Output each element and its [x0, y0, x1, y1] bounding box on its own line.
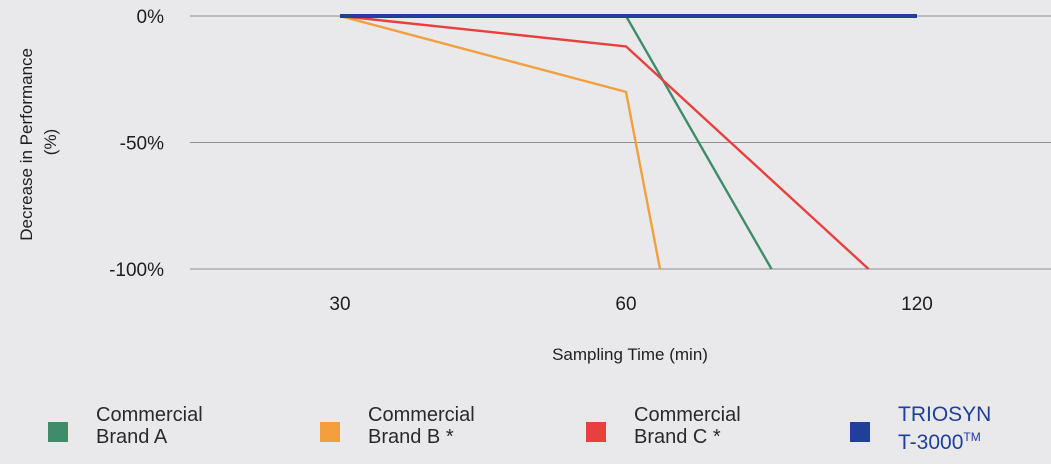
legend-label-line-2: T-3000	[898, 431, 964, 454]
series-lines	[339, 14, 917, 270]
legend-label-triosyn: TRIOSYN T-3000TM	[898, 404, 1051, 454]
x-tick-labels: 30 60 120	[329, 294, 932, 315]
legend: Commercial Brand A Commercial Brand B * Co…	[0, 404, 1051, 464]
legend-swatch-brand-b	[320, 422, 340, 442]
legend-swatch-brand-a	[48, 422, 68, 442]
legend-swatch-brand-c	[586, 422, 606, 442]
legend-label-line-1: Commercial	[96, 404, 203, 426]
legend-label-brand-a: Commercial Brand A	[96, 404, 276, 448]
legend-label-line-2: Brand C *	[634, 426, 721, 448]
y-tick-label: 0%	[137, 7, 165, 28]
legend-label-line-1: Commercial	[634, 404, 741, 426]
legend-item-brand-a: Commercial Brand A	[48, 404, 276, 448]
legend-item-brand-b: Commercial Brand B *	[320, 404, 548, 448]
line-chart: 0%-50%-100% 30 60 120 Sampling Time (min) …	[17, 7, 1051, 364]
legend-label-brand-c: Commercial Brand C *	[634, 404, 814, 448]
legend-swatch-triosyn	[850, 422, 870, 442]
legend-label-line-1: Commercial	[368, 404, 475, 426]
series-line	[339, 14, 870, 270]
x-tick-label: 60	[615, 294, 636, 315]
y-axis-title: Decrease in Performance (%)	[17, 43, 60, 241]
series-line	[339, 14, 662, 270]
legend-label-line-2: Brand A	[96, 426, 168, 448]
x-tick-label: 120	[901, 294, 933, 315]
x-tick-label: 30	[329, 294, 350, 315]
y-axis-title-line-2: (%)	[41, 129, 60, 155]
legend-label-line-2: Brand B *	[368, 426, 454, 448]
y-axis-title-line-1: Decrease in Performance	[17, 48, 36, 241]
trademark-mark: TM	[963, 430, 981, 444]
legend-label-line-1: TRIOSYN	[898, 403, 992, 426]
x-axis-title: Sampling Time (min)	[552, 345, 708, 364]
legend-label-brand-b: Commercial Brand B *	[368, 404, 548, 448]
y-tick-labels: 0% -50% -100%	[109, 7, 164, 281]
y-tick-label: -50%	[120, 134, 164, 155]
gridlines	[190, 15, 1051, 270]
legend-item-brand-c: Commercial Brand C *	[586, 404, 814, 448]
legend-item-triosyn: TRIOSYN T-3000TM	[850, 404, 1051, 454]
y-tick-label: -100%	[109, 260, 164, 281]
